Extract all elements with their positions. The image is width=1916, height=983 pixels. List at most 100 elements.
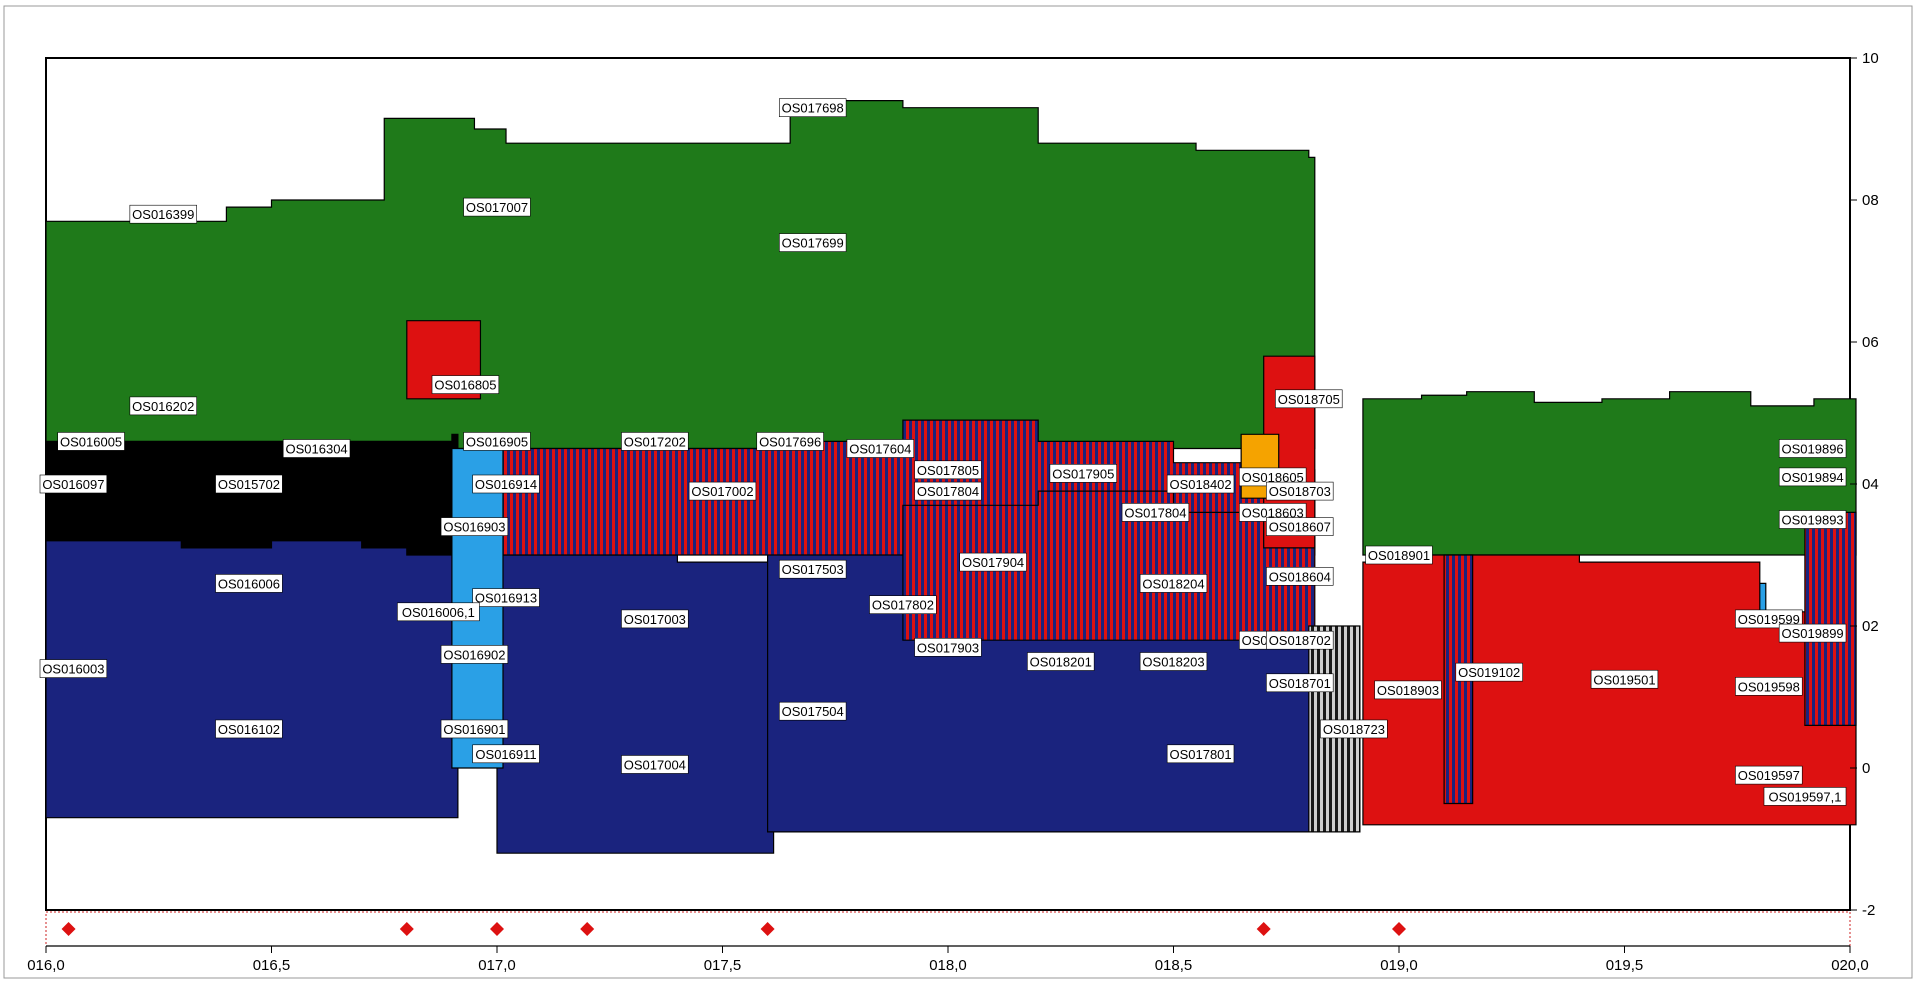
chart-data-label: OS019899 [1778,623,1847,643]
x-tick-label: 019,5 [1606,957,1644,974]
label-box [621,755,689,774]
chart-data-label: OS017504 [778,701,847,721]
chart-data-label: OS017903 [914,637,982,657]
chart-segment-black [45,433,459,556]
chart-data-label: OS017002 [688,481,757,501]
x-tick-label: 018,0 [929,957,967,974]
chart-data-label: OS019894 [1778,467,1847,487]
label-box [215,474,283,494]
chart-data-label: OS017007 [463,197,531,217]
label-box [1763,787,1847,806]
label-box [472,744,540,764]
chart-data-label: OS016901 [440,719,509,739]
markers-layer [61,922,1406,936]
label-box [1027,652,1095,671]
label-text: OS017202 [624,434,686,449]
chart-data-label: OS019597,1 [1763,787,1847,806]
labels-layer: OS016399 OS017007 OS017698 OS017699 OS016805… [39,98,1847,806]
y-axis: 10 08 06 04 02 0 -2 [1850,50,1879,919]
chart-data-label: OS016911 [472,744,540,764]
label-text: OS017804 [917,484,979,499]
label-box [463,197,531,217]
chart-data-label: OS016914 [472,474,540,494]
chart-data-label: OS019896 [1778,439,1847,458]
segments-layer [45,100,1857,854]
label-box [463,432,531,451]
label-text: OS018402 [1169,477,1231,492]
event-marker [760,922,775,936]
label-text: OS018607 [1269,520,1331,535]
label-text: OS017802 [872,598,934,613]
x-tick-label: 017,5 [704,957,742,974]
x-tick-label: 017,0 [478,957,516,974]
x-tick-label: 020,0 [1831,957,1869,974]
label-text: OS019102 [1458,665,1520,680]
label-box [756,432,824,451]
label-box [431,375,500,394]
label-box [397,602,480,622]
y-tick-label: 02 [1862,618,1879,635]
chart-data-label: OS016006,1 [397,602,480,622]
x-tick-label: 018,5 [1155,957,1193,974]
chart-data-label: OS016903 [440,517,509,536]
chart-data-label: OS017003 [621,609,689,629]
y-tick-label: 08 [1862,192,1879,209]
label-text: OS018901 [1368,548,1430,563]
chart-data-label: OS017698 [778,98,847,117]
label-box [1778,623,1847,643]
label-box [1590,669,1659,689]
label-box [1266,630,1334,650]
label-box [1735,609,1803,629]
chart-data-label: OS018402 [1166,474,1235,494]
label-text: OS019894 [1782,470,1844,485]
label-text: OS017007 [466,200,528,215]
label-box [440,517,509,536]
chart-data-label: OS018705 [1275,389,1343,409]
x-axis: 016,0 016,5 017,0 017,5 018,0 018,5 019,0 019,5… [27,945,1869,974]
event-marker [580,922,595,936]
label-text: OS017904 [962,555,1024,570]
label-text: OS017804 [1124,505,1186,520]
label-box [1049,464,1118,483]
chart-data-label: OS018204 [1139,574,1208,593]
label-text: OS016097 [42,477,104,492]
label-text: OS016005 [60,434,122,449]
label-text: OS016913 [475,591,537,606]
label-text: OS015702 [218,477,280,492]
label-box [39,474,108,494]
label-text: OS019597 [1738,768,1800,783]
chart-data-label: OS017503 [778,559,847,579]
label-box [778,98,847,117]
chart-data-label: OS018702 [1266,630,1334,650]
label-text: OS018204 [1142,576,1204,591]
chart-data-label: OS018605 [1239,467,1307,487]
label-box [215,574,283,593]
label-text: OS016006,1 [402,605,475,620]
label-text: OS019597,1 [1768,789,1841,804]
label-box [914,481,982,501]
label-text: OS018605 [1242,470,1304,485]
chart-data-label: OS019599 [1735,609,1803,629]
label-box [39,659,108,678]
label-box [282,439,351,458]
label-box [778,701,847,721]
label-box [869,595,937,615]
label-text: OS019896 [1782,442,1844,457]
label-text: OS017504 [782,704,844,719]
label-text: OS017696 [759,434,821,449]
label-text: OS018603 [1242,505,1304,520]
chart-data-label: OS016902 [440,645,509,664]
label-box [472,588,540,607]
chart-data-label: OS016003 [39,659,108,678]
chart-segment-navy-stripes [1804,511,1857,726]
chart-data-label: OS017696 [756,432,824,451]
label-text: OS016304 [286,442,348,457]
label-box [1166,474,1235,494]
chart-data-label: OS018701 [1266,673,1334,693]
chart-data-label: OS016913 [472,588,540,607]
label-box [1735,677,1803,696]
chart-data-label: OS019102 [1455,662,1523,682]
label-box [1139,652,1208,671]
chart-data-label: OS019597 [1735,765,1803,785]
